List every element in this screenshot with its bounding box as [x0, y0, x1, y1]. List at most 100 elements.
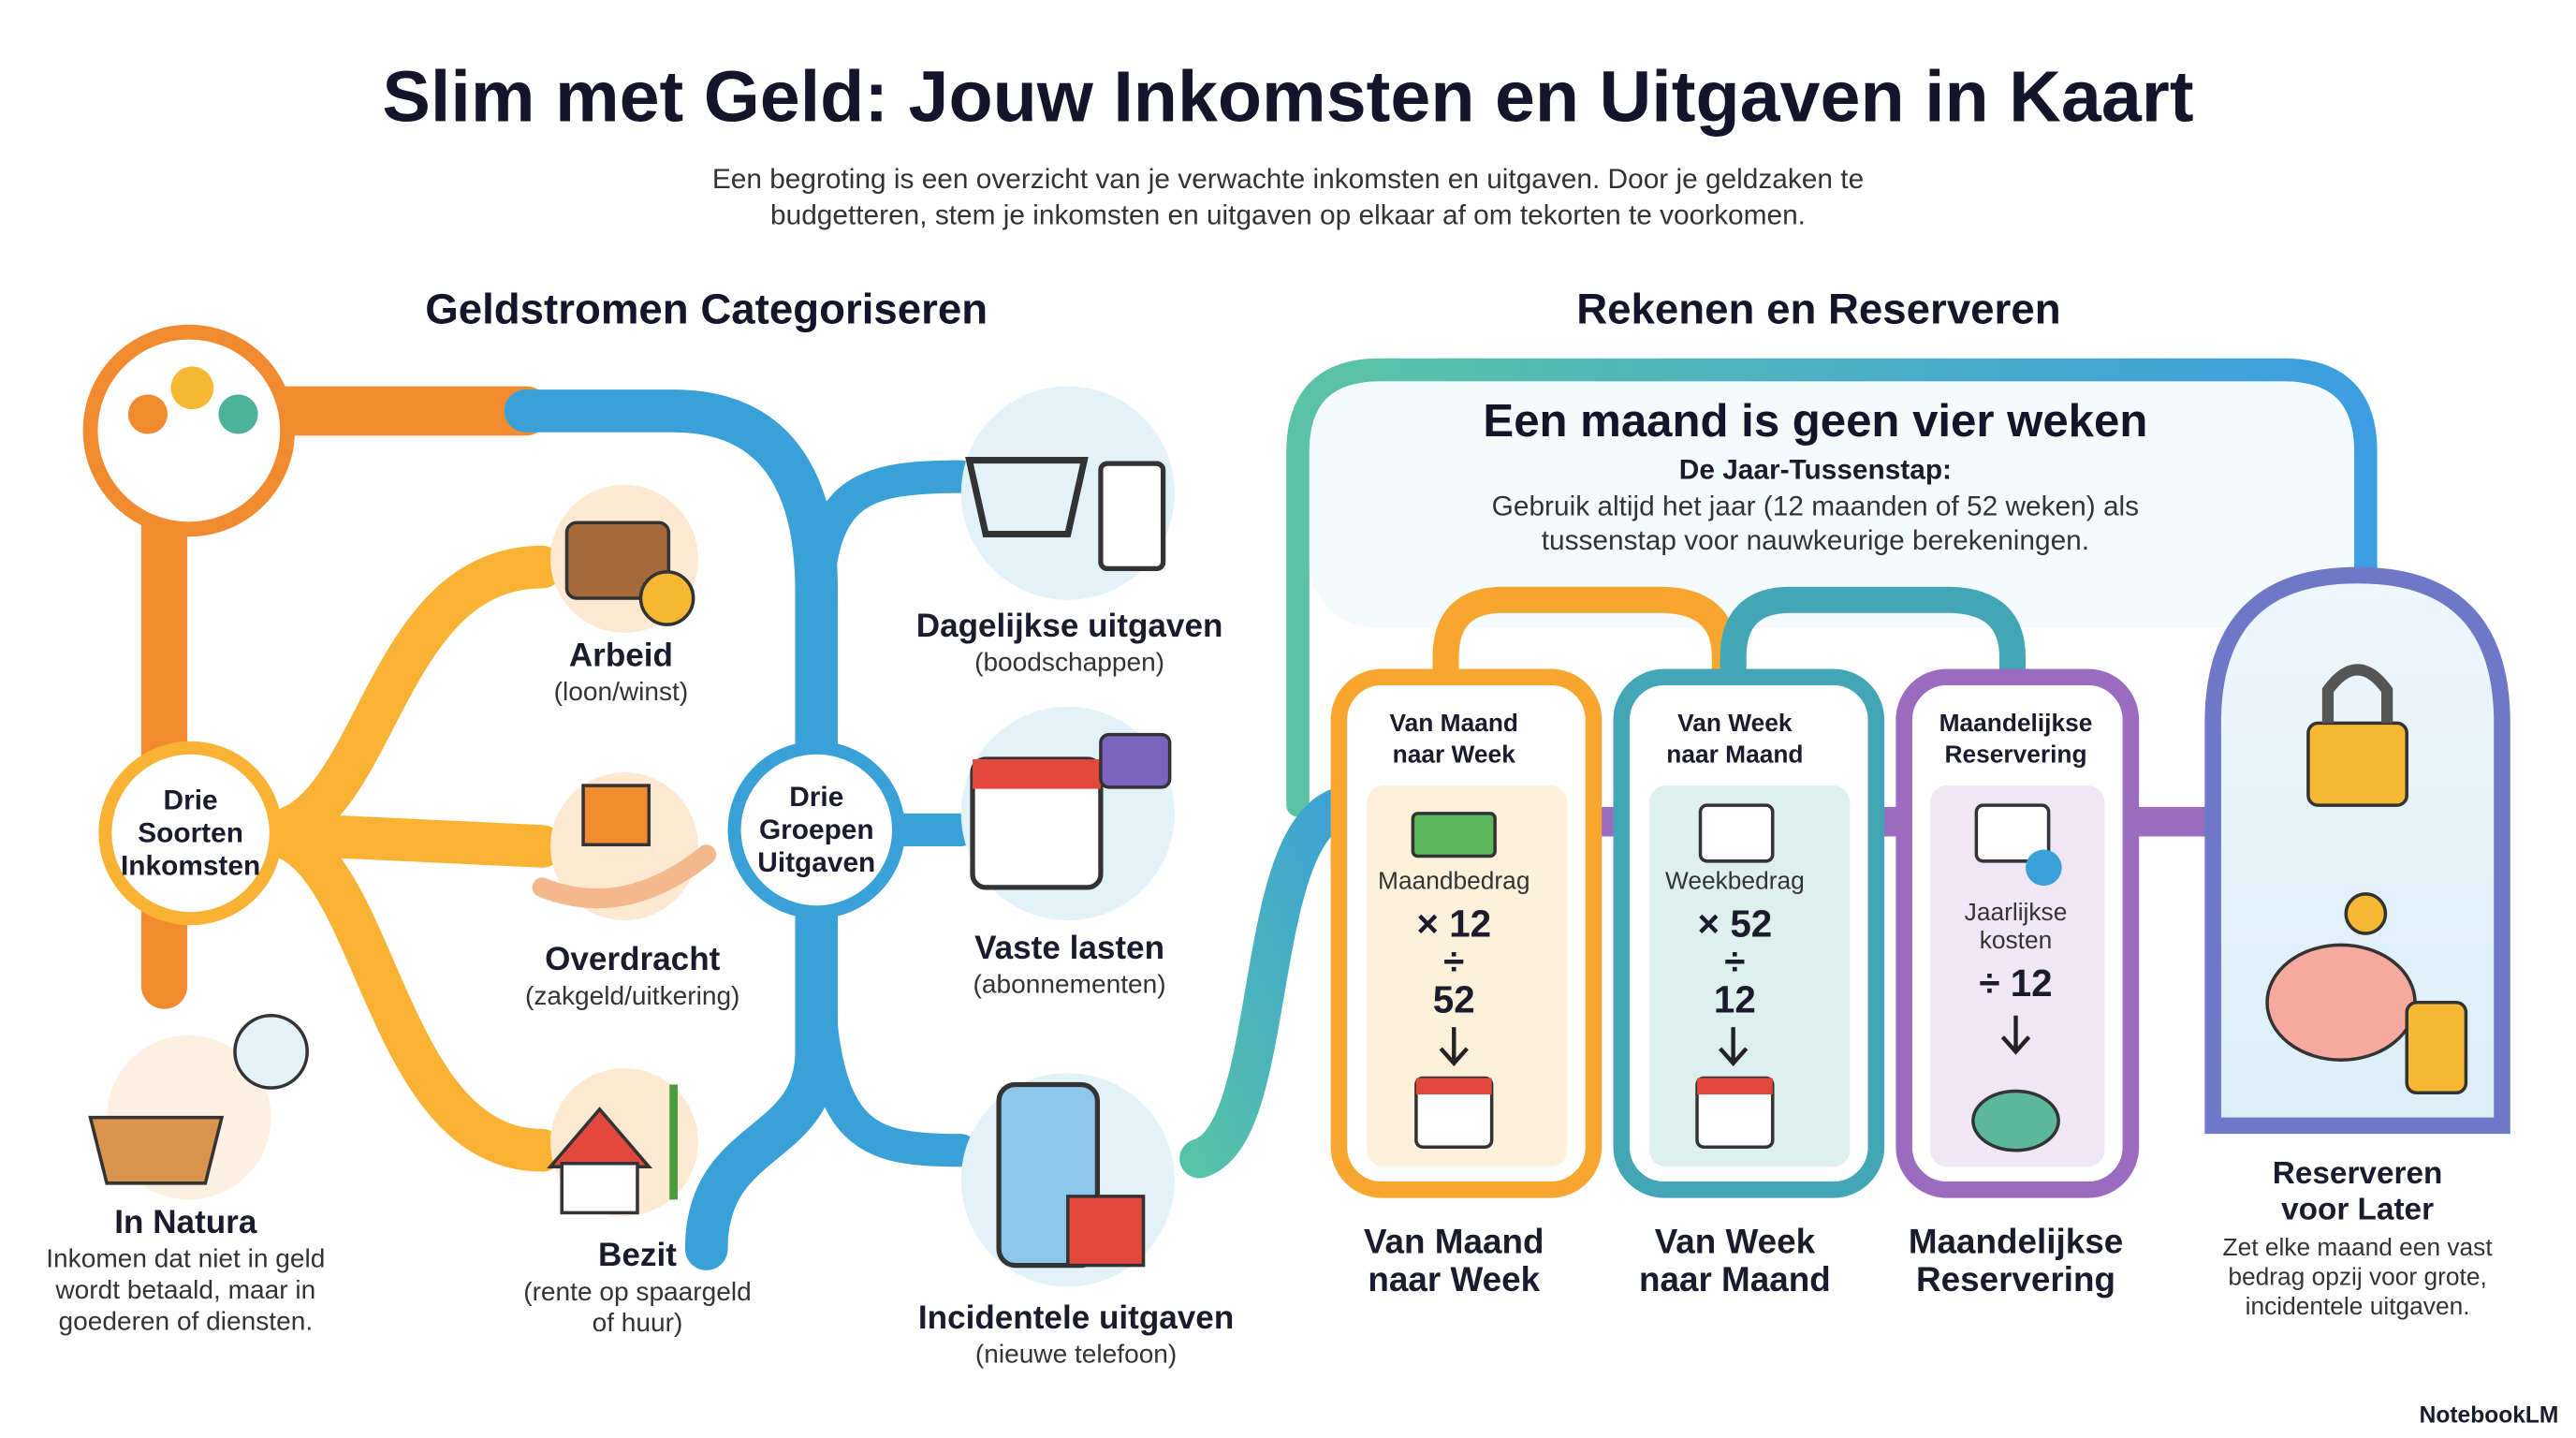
expense-hub [727, 741, 906, 919]
income-note: Inkomen dat niet in geld [46, 1244, 325, 1273]
card-formula: ÷ [1443, 940, 1464, 983]
card-caption: Van Week [1655, 1222, 1816, 1260]
panel-title: Een maand is geen vier weken [1483, 396, 2147, 447]
hub-label: Drie [789, 782, 843, 813]
card-input: kosten [1980, 926, 2053, 954]
income-note: (rente op spaargeld [523, 1277, 752, 1306]
income-note: (zakgeld/uitkering) [525, 981, 739, 1010]
card-inner [1367, 785, 1568, 1167]
hub-label: Inkomsten [121, 851, 260, 882]
expense-note: (nieuwe telefoon) [975, 1340, 1177, 1369]
piggy-icon [2265, 943, 2417, 1062]
card-formula: × 12 [1416, 902, 1491, 946]
hub-label: Groepen [759, 814, 874, 845]
card-formula: 52 [1433, 977, 1475, 1020]
income-note: of huur) [593, 1308, 683, 1337]
expense-note: (abonnementen) [973, 970, 1166, 999]
panel-subtitle: De Jaar-Tussenstap: [1679, 455, 1952, 486]
video-icon [1099, 732, 1172, 789]
panel-text: tussenstap voor nauwkeurige berekeningen… [1542, 525, 2089, 556]
income-hub [98, 741, 283, 926]
subtitle: budgetteren, stem je inkomsten en uitgav… [770, 200, 1806, 231]
expense-note: (boodschappen) [974, 648, 1164, 677]
card-formula: 12 [1714, 977, 1756, 1020]
briefcase-icon [564, 521, 671, 600]
card-header: Van Maand [1390, 709, 1518, 737]
card-input: Maandbedrag [1378, 867, 1530, 895]
card-inner [1649, 785, 1851, 1167]
lock-icon [2321, 664, 2393, 724]
calendar-icon [973, 759, 1101, 789]
card-link [1720, 586, 2027, 696]
brand: NotebookLM [2420, 1403, 2559, 1429]
calc-flow [1179, 785, 1368, 1179]
piggy-icon [1971, 1089, 2060, 1152]
expense-label: Incidentele uitgaven [918, 1299, 1234, 1336]
coin-icon [170, 366, 214, 410]
card-caption: naar Maand [1639, 1260, 1831, 1299]
savings-text: incidentele uitgaven. [2246, 1292, 2470, 1320]
calendar-icon [1698, 803, 1775, 863]
card-caption: Maandelijkse [1909, 1222, 2123, 1260]
panel-text: Gebruik altijd het jaar (12 maanden of 5… [1492, 491, 2139, 521]
income-branches [242, 545, 564, 1172]
panel-outline [1286, 358, 2378, 817]
basket-icon [88, 1115, 225, 1185]
coins-icon [2405, 1001, 2468, 1095]
income-note: wordt betaald, maar in [54, 1275, 315, 1304]
expense-label: Dagelijkse uitgaven [916, 608, 1223, 644]
coin-icon [2344, 892, 2388, 935]
savings-text: bedrag opzij voor grote, [2228, 1263, 2486, 1291]
card-formula: ÷ [1724, 940, 1745, 983]
card-header: Reservering [1944, 740, 2086, 768]
hub-label: Uitgaven [757, 847, 875, 878]
arrow [1439, 1015, 2031, 1066]
income-label: In Natura [114, 1204, 257, 1240]
card-inner [1930, 785, 2105, 1167]
savings-title: voor Later [2281, 1192, 2434, 1226]
income-label: Overdracht [545, 941, 721, 977]
expense-flow [684, 882, 839, 1270]
savings-text: Zet elke maand een vast [2223, 1233, 2494, 1261]
hub-label: Soorten [138, 818, 243, 849]
lock-icon [2306, 721, 2408, 807]
calendar-icon [1974, 803, 2051, 863]
card-caption: Reservering [1916, 1260, 2115, 1299]
expense-branches [799, 460, 978, 1167]
section-heading: Rekenen en Reserveren [1576, 286, 2060, 333]
panel-fill [1309, 381, 2355, 628]
card-header: naar Week [1393, 740, 1516, 768]
income-note: goederen of diensten. [59, 1306, 314, 1335]
house-icon [560, 1162, 639, 1215]
card-caption: naar Week [1368, 1260, 1540, 1299]
income-label: Arbeid [569, 637, 673, 673]
income-label: Bezit [598, 1237, 677, 1273]
hub-label: Drie [164, 785, 218, 816]
tool-icon [233, 1014, 309, 1090]
cart-icon [965, 457, 1089, 538]
money-icon [1411, 812, 1497, 858]
gift-icon [1066, 1195, 1146, 1268]
expense-label: Vaste lasten [974, 930, 1164, 966]
card-input: Jaarlijkse [1965, 898, 2068, 926]
coin-icon [2026, 849, 2062, 887]
card-caption: Van Maand [1364, 1222, 1544, 1260]
card-formula: × 52 [1698, 902, 1773, 946]
card-header: Maandelijkse [1939, 709, 2093, 737]
title: Slim met Geld: Jouw Inkomsten en Uitgave… [382, 56, 2193, 137]
card-input: Weekbedrag [1665, 867, 1805, 895]
coin-icon [638, 570, 695, 626]
card-link [1432, 586, 1738, 696]
section-heading: Geldstromen Categoriseren [425, 286, 988, 333]
income-source [82, 324, 296, 537]
coin-icon [218, 394, 258, 434]
savings-title: Reserveren [2273, 1156, 2443, 1191]
card-header: naar Maand [1666, 740, 1803, 768]
cup-icon [1098, 461, 1166, 572]
calendar-icon [1415, 1078, 1492, 1095]
coin-icon [127, 394, 168, 434]
card-header: Van Week [1677, 709, 1793, 737]
gift-icon [581, 784, 651, 847]
hand-icon [532, 844, 717, 909]
